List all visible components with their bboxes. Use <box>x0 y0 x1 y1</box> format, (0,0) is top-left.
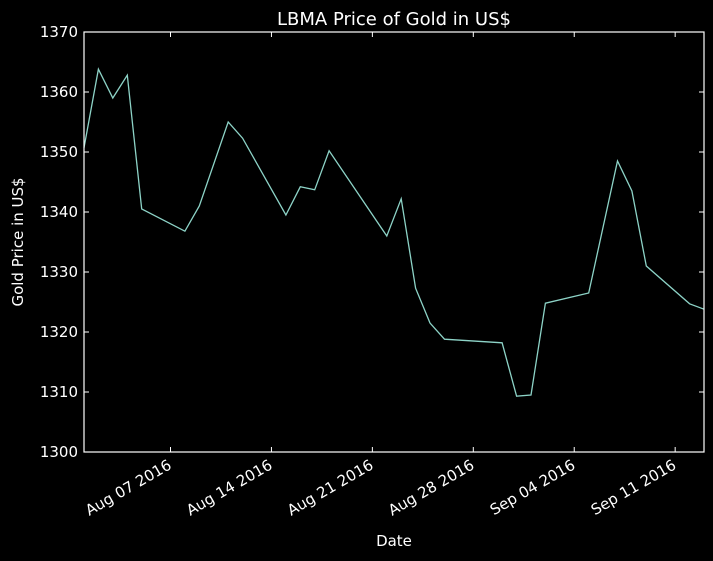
y-tick-label: 1350 <box>40 143 78 161</box>
y-axis-label: Gold Price in US$ <box>9 177 27 306</box>
plot-frame <box>83 31 705 453</box>
gold-price-line <box>83 67 705 397</box>
y-tick-label: 1320 <box>40 323 78 341</box>
y-axis: 1300 1310 1320 1330 1340 1350 1360 1370 <box>40 23 704 461</box>
x-axis-label: Date <box>376 532 412 550</box>
y-tick-label: 1300 <box>40 443 78 461</box>
y-tick-label: 1360 <box>40 83 78 101</box>
chart-title: LBMA Price of Gold in US$ <box>277 9 511 30</box>
y-tick-label: 1340 <box>40 203 78 221</box>
plot-line-group <box>83 67 705 397</box>
y-tick-label: 1370 <box>40 23 78 41</box>
y-tick-label: 1330 <box>40 263 78 281</box>
y-tick-label: 1310 <box>40 383 78 401</box>
